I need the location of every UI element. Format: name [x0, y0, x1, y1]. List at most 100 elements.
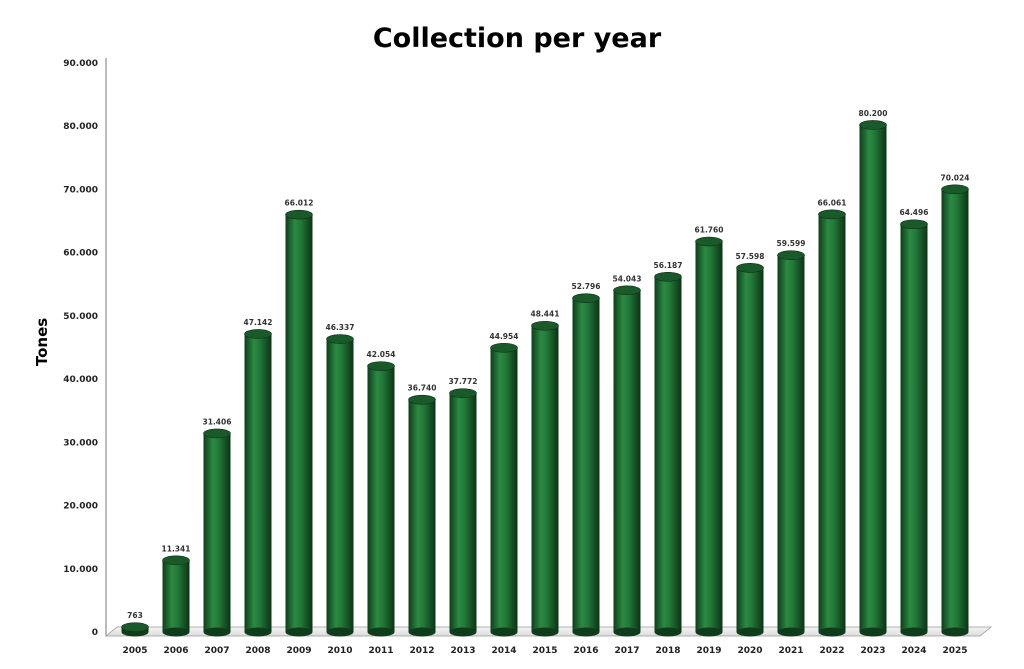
bar-top-cap: [449, 388, 477, 398]
y-tick-label: 40.000: [63, 375, 98, 385]
chart-title: Collection per year: [373, 23, 662, 54]
bar-body: [203, 433, 231, 632]
x-tick-label: 2025: [942, 646, 967, 656]
data-label: 11.341: [162, 544, 191, 553]
bar-top-cap: [121, 622, 149, 632]
bar-top-cap: [695, 236, 723, 247]
data-label: 61.760: [695, 226, 724, 235]
bar-base-cap: [900, 627, 928, 637]
data-label: 64.496: [900, 208, 929, 217]
y-axis-ticks: 0 10.000 20.000 30.000 40.000 50.000 60.000 70.…: [63, 59, 98, 638]
bar-top-cap: [777, 250, 805, 261]
x-axis-ticks: 2005 2006 2007 2008 2009 2010 2011 2012 2013 2014…: [122, 646, 967, 656]
bar-base-cap: [777, 627, 805, 637]
bar-2023: 80.200: [859, 109, 888, 637]
data-label: 66.012: [285, 199, 314, 208]
bar-base-cap: [326, 627, 354, 637]
y-tick-label: 20.000: [63, 502, 98, 512]
data-label: 36.740: [408, 384, 437, 393]
bar-body: [285, 214, 313, 632]
x-tick-label: 2015: [532, 646, 557, 656]
bar-top-cap: [572, 293, 600, 304]
x-tick-label: 2013: [450, 646, 475, 656]
bar-base-cap: [859, 627, 887, 637]
data-label: 54.043: [613, 274, 642, 283]
bar-2016: 52.796: [572, 282, 601, 637]
data-label: 46.337: [326, 323, 355, 332]
bar-base-cap: [408, 627, 436, 637]
bar-base-cap: [449, 627, 477, 637]
bar-2012: 36.740: [408, 384, 437, 637]
data-label: 52.796: [572, 282, 601, 291]
bar-base-cap: [531, 627, 559, 637]
x-tick-label: 2006: [163, 646, 188, 656]
bar-base-cap: [941, 627, 969, 637]
x-tick-label: 2023: [860, 646, 885, 656]
bar-body: [695, 241, 723, 632]
bar-top-cap: [818, 209, 846, 220]
bar-top-cap: [654, 271, 682, 282]
x-tick-label: 2008: [245, 646, 270, 656]
bar-2006: 11.341: [162, 544, 191, 637]
x-tick-label: 2024: [901, 646, 926, 656]
data-label: 37.772: [449, 377, 478, 386]
bar-body: [654, 276, 682, 632]
data-label: 80.200: [859, 109, 888, 118]
bar-top-cap: [941, 184, 969, 195]
bar-base-cap: [654, 627, 682, 637]
bar-top-cap: [244, 329, 272, 339]
bar-body: [941, 189, 969, 632]
bar-2013: 37.772: [449, 377, 478, 637]
bar-top-cap: [408, 394, 436, 405]
data-label: 56.187: [654, 261, 683, 270]
data-label: 57.598: [736, 252, 765, 261]
x-tick-label: 2018: [655, 646, 680, 656]
x-tick-label: 2011: [368, 646, 393, 656]
x-tick-label: 2017: [614, 646, 639, 656]
x-tick-label: 2007: [204, 646, 229, 656]
bar-body: [777, 255, 805, 632]
bar-top-cap: [367, 361, 395, 371]
bar-2011: 42.054: [367, 350, 396, 637]
bar-base-cap: [285, 627, 313, 637]
bar-base-cap: [736, 627, 764, 637]
bar-2018: 56.187: [654, 261, 683, 637]
data-label: 763: [127, 611, 143, 620]
bar-series: 763 11.341 31.406 47.142 66.012 46.337 42.054 3…: [121, 109, 969, 637]
x-tick-label: 2005: [122, 646, 147, 656]
x-tick-label: 2010: [327, 646, 352, 656]
bar-base-cap: [244, 627, 272, 637]
bar-body: [613, 290, 641, 632]
x-tick-label: 2014: [491, 646, 516, 656]
bar-2008: 47.142: [244, 318, 272, 637]
x-tick-label: 2020: [737, 646, 762, 656]
bar-base-cap: [367, 627, 395, 637]
bar-base-cap: [162, 627, 190, 637]
data-label: 59.599: [777, 239, 806, 248]
bar-2005: 763: [121, 611, 149, 637]
x-tick-label: 2022: [819, 646, 844, 656]
bar-body: [531, 325, 559, 632]
bar-body: [900, 224, 928, 633]
y-tick-label: 70.000: [63, 185, 98, 195]
bar-body: [572, 298, 600, 632]
data-label: 42.054: [367, 350, 396, 359]
bar-2021: 59.599: [777, 239, 806, 637]
y-tick-label: 0: [92, 628, 98, 638]
bar-base-cap: [572, 627, 600, 637]
bar-body: [449, 393, 477, 632]
x-tick-label: 2012: [409, 646, 434, 656]
data-label: 48.441: [531, 310, 560, 319]
bar-body: [859, 124, 887, 633]
bar-2015: 48.441: [531, 310, 560, 637]
data-label: 44.954: [490, 332, 519, 341]
bar-2020: 57.598: [736, 252, 765, 637]
bar-body: [818, 214, 846, 633]
bar-2017: 54.043: [613, 274, 642, 637]
x-tick-label: 2009: [286, 646, 311, 656]
y-tick-label: 60.000: [63, 249, 98, 259]
bar-top-cap: [285, 209, 313, 220]
x-tick-label: 2021: [778, 646, 803, 656]
bar-base-cap: [695, 627, 723, 637]
